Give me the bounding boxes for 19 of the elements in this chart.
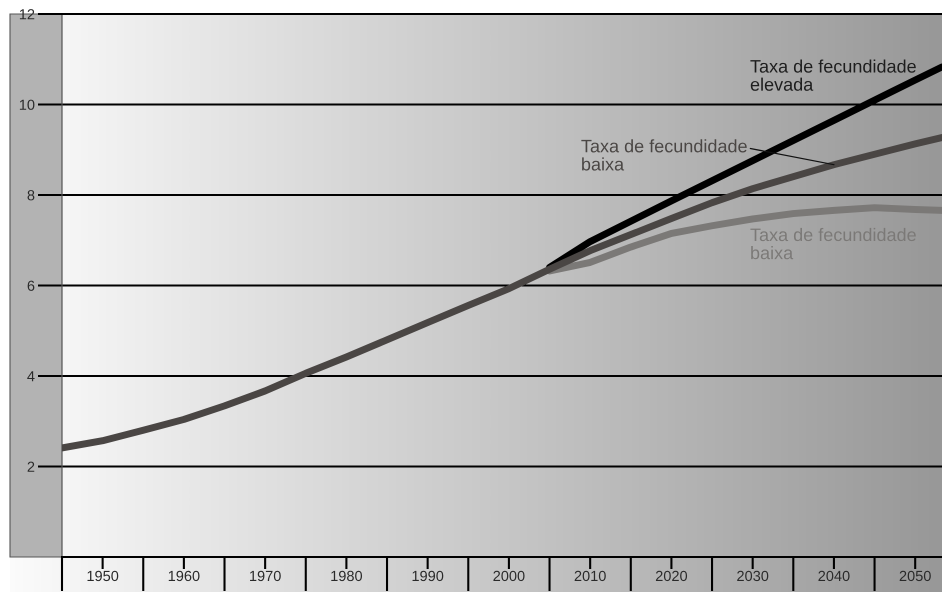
x-tick-label: 2000 <box>493 570 525 582</box>
x-tick-label: 1980 <box>331 570 362 582</box>
y-tick-label: 12 <box>20 9 34 20</box>
y-tick-label: 10 <box>20 100 34 110</box>
x-tick-label: 2040 <box>818 570 850 582</box>
y-tick-label: 8 <box>28 190 34 200</box>
x-tick-label: 1950 <box>88 570 118 582</box>
y-tick-label: 6 <box>28 280 34 291</box>
series-label: Taxa de fecundidade baixa <box>581 139 747 171</box>
y-tick-label: 2 <box>28 462 34 472</box>
x-tick-label: 1970 <box>250 570 281 582</box>
x-tick-label: 2050 <box>900 570 931 582</box>
x-tick-label: 2010 <box>574 570 606 582</box>
series-label: Taxa de fecundidade elevada <box>750 59 916 91</box>
x-tick-label: 2020 <box>656 570 688 582</box>
x-tick-label: 1990 <box>412 570 444 582</box>
x-tick-label: 2030 <box>737 570 768 582</box>
x-tick-label: 1960 <box>168 570 200 582</box>
y-tick-label: 4 <box>27 371 35 382</box>
